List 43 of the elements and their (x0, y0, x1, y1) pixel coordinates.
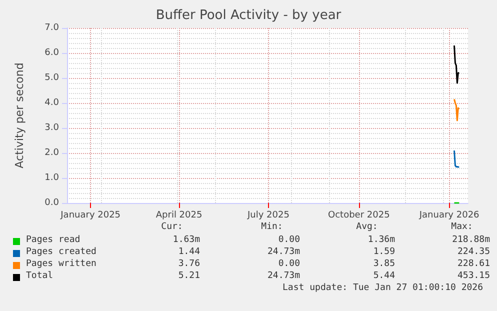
text: Min: (261, 222, 283, 232)
text: 1.59 (373, 247, 395, 257)
legend-label: Pages read (26, 235, 80, 245)
y-tick-label: 1.0 (44, 173, 60, 183)
line-series (453, 98, 460, 122)
text: 0.00 (278, 235, 300, 245)
text: 1.44 (178, 247, 200, 257)
text: 3.76 (178, 259, 200, 269)
text: 218.88m (452, 235, 490, 245)
text: Last update: Tue Jan 27 01:00:10 2026 (282, 283, 483, 293)
text: Avg: (356, 222, 378, 232)
legend-label: Pages created (26, 247, 96, 257)
y-tick-label: 7.0 (44, 23, 60, 33)
text: 1.63m (172, 235, 200, 245)
text: 1.36m (368, 235, 395, 245)
text: 224.35 (457, 247, 490, 257)
y-tick-label: 6.0 (44, 48, 60, 58)
x-tick-label: January 2026 (418, 210, 480, 220)
text: 228.61 (457, 259, 490, 269)
text: 3.85 (373, 259, 395, 269)
text: 24.73m (267, 271, 300, 281)
y-axis-title: Activity per second (13, 62, 26, 168)
y-tick-label: 4.0 (44, 98, 60, 108)
y-tick-label: 3.0 (44, 123, 60, 133)
text: 453.15 (457, 271, 490, 281)
y-tick-label: 2.0 (44, 148, 60, 158)
line-series (453, 150, 460, 168)
line-series (453, 44, 460, 84)
text: Max: (451, 222, 473, 232)
text: 5.21 (178, 271, 200, 281)
x-tick-label: October 2025 (328, 210, 390, 220)
text: Cur: (161, 222, 183, 232)
x-tick-label: July 2025 (246, 210, 290, 220)
y-tick-label: 5.0 (44, 73, 60, 83)
y-tick-label: 0.0 (44, 198, 60, 208)
chart-title: Buffer Pool Activity - by year (156, 8, 342, 23)
text: 0.00 (278, 259, 300, 269)
text: 24.73m (267, 247, 300, 257)
legend-label: Total (26, 271, 54, 281)
text: 5.44 (373, 271, 395, 281)
x-tick-label: January 2025 (60, 210, 121, 220)
legend-label: Pages written (26, 259, 96, 269)
x-tick-label: April 2025 (156, 210, 202, 220)
